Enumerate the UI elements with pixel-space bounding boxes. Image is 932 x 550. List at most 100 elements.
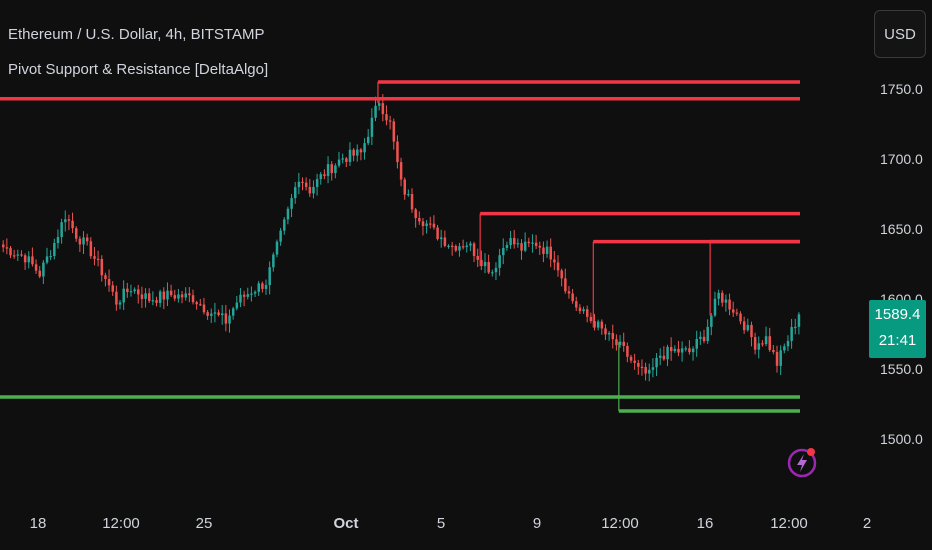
candle-body	[710, 315, 713, 327]
candle-body	[140, 294, 144, 299]
candle-body	[794, 326, 797, 329]
candle-body	[199, 304, 202, 306]
candle-body	[191, 295, 195, 303]
candle-body	[699, 336, 702, 339]
candle-body	[673, 348, 677, 352]
candle-body	[2, 244, 5, 248]
candle-body	[498, 255, 501, 268]
candle-body	[96, 258, 100, 260]
candle-body	[268, 267, 271, 286]
candle-body	[491, 272, 494, 274]
candle-body	[516, 243, 520, 245]
candle-body	[370, 117, 374, 137]
candle-body	[680, 348, 684, 353]
candle-body	[732, 309, 735, 313]
x-tick-label: 25	[196, 515, 213, 532]
candle-body	[158, 291, 162, 303]
candle-body	[556, 262, 560, 271]
candle-body	[797, 314, 801, 327]
candle-body	[483, 261, 487, 267]
candle-body	[359, 149, 363, 153]
candle-body	[418, 218, 421, 222]
candle-body	[644, 367, 647, 374]
candle-body	[242, 294, 246, 297]
candle-body	[275, 241, 279, 255]
candle-body	[202, 304, 206, 313]
candle-body	[286, 208, 290, 220]
candle-body	[728, 299, 731, 310]
candles	[2, 94, 801, 382]
candle-body	[593, 320, 596, 328]
candle-body	[757, 343, 761, 350]
candle-body	[180, 294, 184, 298]
candle-body	[111, 285, 114, 292]
candle-body	[666, 346, 669, 360]
candle-body	[403, 179, 406, 195]
candle-body	[323, 174, 326, 176]
candle-body	[381, 103, 385, 115]
candle-body	[363, 143, 366, 153]
candle-body	[534, 242, 538, 246]
candle-body	[315, 179, 319, 187]
candle-body	[82, 237, 85, 245]
candle-body	[115, 291, 118, 305]
candle-body	[567, 291, 571, 294]
chart-title: Ethereum / U.S. Dollar, 4h, BITSTAMP	[8, 26, 265, 43]
candle-body	[326, 164, 330, 176]
candle-body	[374, 105, 377, 118]
candle-body	[228, 315, 231, 324]
candle-body	[721, 292, 724, 303]
candle-body	[571, 293, 574, 302]
candle-body	[655, 357, 658, 368]
candle-body	[637, 362, 640, 367]
candle-body	[9, 248, 12, 256]
candle-body	[684, 348, 688, 350]
candle-body	[578, 307, 582, 312]
candle-body	[502, 247, 505, 256]
candle-body	[695, 338, 698, 349]
currency-button[interactable]: USD	[874, 10, 926, 58]
candle-body	[564, 278, 567, 292]
candle-body	[224, 313, 228, 324]
candle-body	[122, 288, 125, 303]
candle-body	[155, 300, 158, 303]
candle-body	[38, 270, 41, 277]
candle-body	[16, 254, 20, 256]
indicator-name[interactable]: Pivot Support & Resistance [DeltaAlgo]	[8, 61, 269, 78]
candle-body	[283, 219, 286, 231]
candle-body	[783, 346, 786, 351]
candle-body	[330, 164, 333, 174]
candle-body	[352, 149, 355, 156]
candle-body	[144, 293, 147, 299]
candle-body	[560, 270, 563, 279]
candle-body	[746, 324, 750, 331]
candle-body	[717, 292, 720, 299]
candle-body	[513, 238, 516, 245]
x-tick-label: 2	[863, 515, 871, 532]
x-tick-label: 12:00	[770, 515, 808, 532]
candle-body	[169, 290, 173, 296]
y-tick-label: 1500.0	[880, 431, 923, 447]
candle-body	[414, 209, 417, 219]
candle-body	[553, 259, 556, 263]
lightning-bolt-icon[interactable]	[787, 444, 823, 480]
candle-body	[60, 222, 63, 238]
candle-body	[764, 336, 768, 345]
candle-body	[308, 186, 312, 194]
candle-body	[425, 223, 428, 227]
candle-body	[622, 341, 625, 346]
x-tick-label: 12:00	[102, 515, 140, 532]
candle-body	[162, 291, 166, 300]
candle-body	[779, 350, 782, 366]
candle-body	[67, 219, 71, 221]
candle-body	[626, 345, 629, 357]
candle-body	[12, 255, 16, 257]
candle-body	[348, 149, 352, 162]
candle-body	[429, 223, 432, 225]
candle-body	[75, 228, 78, 239]
candle-body	[677, 348, 680, 353]
candle-body	[367, 136, 370, 144]
candle-body	[545, 246, 549, 254]
candle-body	[761, 343, 764, 345]
candle-body	[272, 254, 275, 268]
